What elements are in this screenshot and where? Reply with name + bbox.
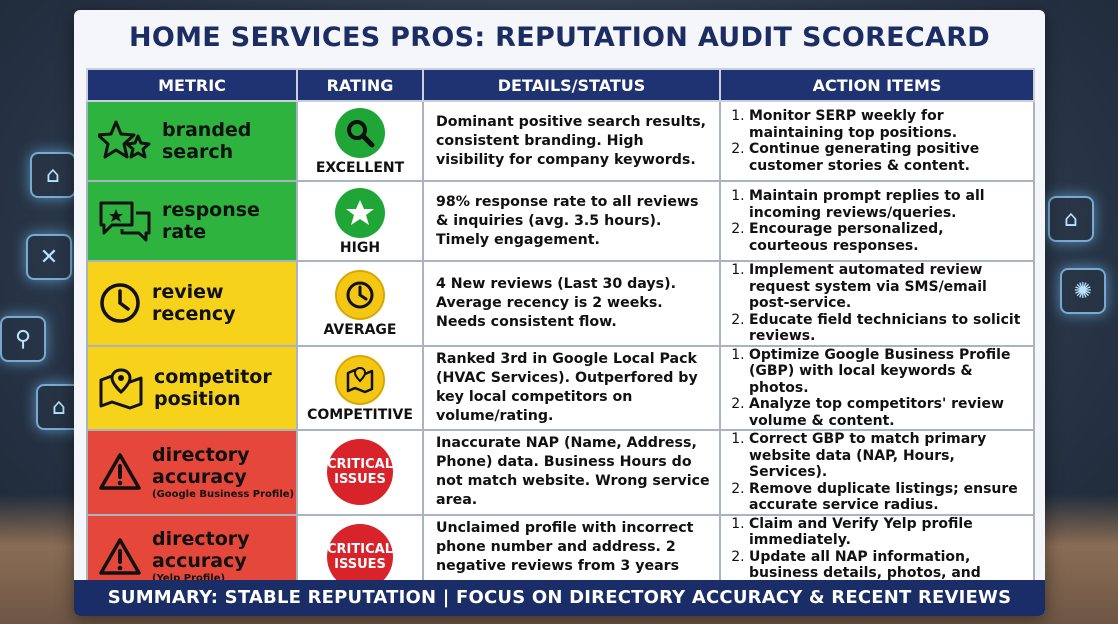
metric-label: branded search (162, 119, 252, 163)
rating-label: COMPETITIVE (307, 406, 413, 423)
metric-cell: branded search (86, 100, 298, 182)
actions-cell: Maintain prompt replies to all incoming … (719, 180, 1035, 262)
action-item: Encourage personalized, courteous respon… (749, 221, 1027, 254)
metric-cell: review recency (86, 260, 298, 347)
details-cell: Inaccurate NAP (Name, Address, Phone) da… (422, 429, 721, 516)
critical-issues-badge: CRITICAL ISSUES (327, 439, 393, 506)
metric-sublabel: (Yelp Profile) (152, 573, 226, 585)
rating-cell: COMPETITIVE (296, 344, 424, 431)
action-item: Maintain prompt replies to all incoming … (749, 188, 1027, 221)
column-header-metric: METRIC (86, 68, 298, 102)
star-icon (346, 200, 374, 225)
rating-cell: EXCELLENT (296, 100, 424, 182)
metric-label-text: directory accuracy (152, 443, 250, 488)
actions-cell: Optimize Google Business Profile (GBP) w… (719, 344, 1035, 431)
metric-label: directory accuracy (Google Business Prof… (152, 444, 296, 501)
metric-cell: directory accuracy (Google Business Prof… (86, 429, 298, 516)
rating-label: AVERAGE (323, 322, 397, 339)
tower-icon: ⚲ (0, 316, 46, 362)
rating-cell: HIGH (296, 180, 424, 262)
metric-label: directory accuracy (Yelp Profile) (152, 528, 296, 585)
house-icon: ⌂ (1048, 196, 1094, 242)
action-item: Optimize Google Business Profile (GBP) w… (749, 347, 1027, 397)
scorecard: HOME SERVICES PROS: REPUTATION AUDIT SCO… (74, 10, 1045, 616)
map-icon (346, 366, 374, 393)
table-row: directory accuracy (Google Business Prof… (86, 429, 1035, 516)
action-item: Claim and Verify Yelp profile immediatel… (749, 516, 1027, 549)
details-cell: 4 New reviews (Last 30 days). Average re… (422, 260, 721, 347)
table-row: response rate HIGH 98% response rate to … (86, 180, 1035, 262)
rating-label: HIGH (339, 240, 381, 256)
warning-icon (99, 453, 141, 490)
action-item: Correct GBP to match primary website dat… (749, 431, 1027, 481)
search-icon (347, 120, 375, 148)
metric-label: competitor position (154, 365, 272, 410)
rating-badge (335, 270, 385, 321)
rating-badge (335, 354, 385, 405)
map-pin-icon (99, 368, 143, 410)
action-item: Educate field technicians to solicit rev… (749, 312, 1027, 345)
clock-icon (100, 283, 140, 323)
critical-issues-badge: CRITICAL ISSUES (327, 523, 393, 590)
actions-cell: Monitor SERP weekly for maintaining top … (719, 100, 1035, 182)
tools-icon: ✕ (26, 234, 72, 280)
rating-badge (335, 188, 385, 238)
metric-label: response rate (162, 199, 260, 243)
rating-cell: CRITICAL ISSUES (296, 429, 424, 516)
page-title: HOME SERVICES PROS: REPUTATION AUDIT SCO… (128, 22, 991, 53)
details-cell: Dominant positive search results, consis… (422, 100, 721, 182)
scorecard-table: METRIC RATING DETAILS/STATUS ACTION ITEM… (86, 68, 1035, 600)
actions-cell: Implement automated review request syste… (719, 260, 1035, 347)
warning-icon (99, 538, 141, 575)
action-item: Implement automated review request syste… (749, 262, 1027, 312)
table-row: branded search EXCELLENT Dominant positi… (86, 100, 1035, 182)
table-row: competitor position COMPETITIVE Ranked 3… (86, 344, 1035, 431)
rating-badge (335, 108, 385, 158)
metric-cell: competitor position (86, 344, 298, 431)
table-row: review recency AVERAGE 4 New reviews (La… (86, 260, 1035, 347)
column-header-details: DETAILS/STATUS (422, 68, 721, 102)
rating-cell: AVERAGE (296, 260, 424, 347)
chat-bubbles-icon (99, 201, 151, 242)
actions-cell: Correct GBP to match primary website dat… (719, 429, 1035, 516)
details-cell: Ranked 3rd in Google Local Pack (HVAC Se… (422, 344, 721, 431)
summary-banner: SUMMARY: STABLE REPUTATION | FOCUS ON DI… (74, 580, 1045, 616)
table-header-row: METRIC RATING DETAILS/STATUS ACTION ITEM… (86, 68, 1035, 102)
house-icon: ⌂ (30, 152, 76, 198)
action-item: Analyze top competitors' review volume &… (749, 396, 1027, 429)
metric-sublabel: (Google Business Profile) (152, 488, 295, 500)
clock-icon (346, 281, 374, 309)
network-icon: ✺ (1060, 268, 1106, 314)
stars-icon (98, 120, 151, 159)
metric-cell: response rate (86, 180, 298, 262)
action-item: Monitor SERP weekly for maintaining top … (749, 108, 1027, 141)
rating-label: EXCELLENT (315, 160, 405, 176)
column-header-actions: ACTION ITEMS (719, 68, 1035, 102)
column-header-rating: RATING (296, 68, 424, 102)
action-item: Continue generating positive customer st… (749, 141, 1027, 174)
metric-label: review recency (152, 281, 236, 326)
metric-label-text: directory accuracy (152, 528, 250, 573)
details-cell: 98% response rate to all reviews & inqui… (422, 180, 721, 262)
action-item: Remove duplicate listings; ensure accura… (749, 481, 1027, 514)
